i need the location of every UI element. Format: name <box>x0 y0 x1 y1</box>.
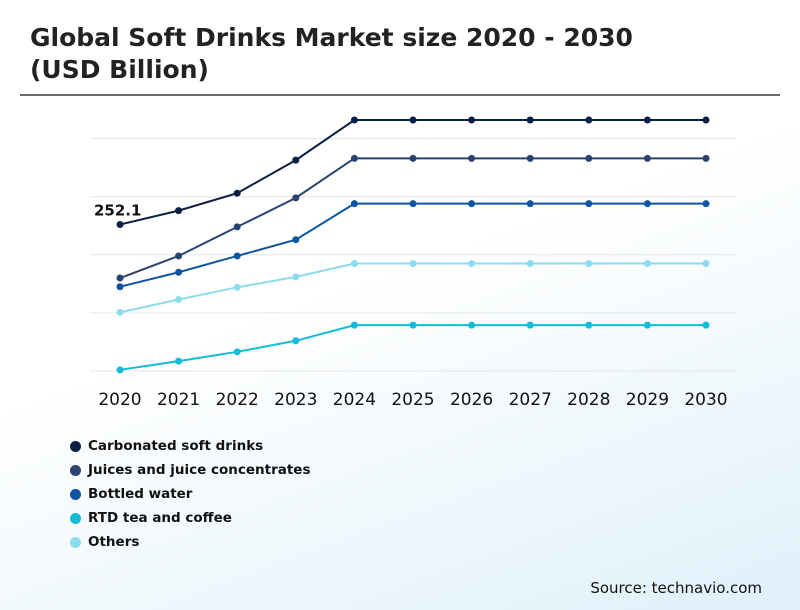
series-line <box>119 119 706 226</box>
line-chart: 252.1 2020 2021 2022 2023 2024 2025 2026 2027 20… <box>90 116 736 410</box>
data-point <box>175 296 183 304</box>
data-point <box>350 116 358 124</box>
legend-label: Others <box>88 534 140 550</box>
x-tick-label: 2024 <box>333 390 376 410</box>
data-point <box>116 283 124 291</box>
legend-item-others: Others <box>70 530 311 554</box>
legend: Carbonated soft drinks Juices and juice c… <box>70 434 311 554</box>
data-point <box>233 348 241 356</box>
series-line <box>119 324 706 371</box>
data-point <box>409 321 417 329</box>
data-point <box>643 154 651 162</box>
data-point <box>585 154 593 162</box>
series-line <box>119 262 706 314</box>
legend-item-carbonated-soft-drinks: Carbonated soft drinks <box>70 434 311 458</box>
data-point <box>116 308 124 316</box>
data-point <box>233 223 241 231</box>
legend-label: RTD tea and coffee <box>88 510 232 526</box>
data-point <box>643 260 651 268</box>
data-point <box>233 252 241 260</box>
data-point <box>350 200 358 208</box>
x-tick-label: 2029 <box>626 390 669 410</box>
data-point <box>468 321 476 329</box>
source-note: Source: technavio.com <box>590 579 762 597</box>
data-point <box>409 116 417 124</box>
data-point <box>526 260 534 268</box>
series-line <box>119 202 706 288</box>
x-tick-label: 2021 <box>157 390 200 410</box>
series-carbonated-soft-drinks <box>116 116 710 229</box>
data-label: 252.1 <box>94 202 141 220</box>
legend-label: Bottled water <box>88 486 193 502</box>
data-point <box>702 260 710 268</box>
data-point <box>643 200 651 208</box>
data-point <box>643 321 651 329</box>
legend-marker-icon <box>70 464 81 476</box>
legend-item-bottled-water: Bottled water <box>70 482 311 506</box>
x-tick-label: 2022 <box>216 390 259 410</box>
data-point <box>468 154 476 162</box>
data-point <box>175 357 183 365</box>
x-tick-label: 2028 <box>567 390 610 410</box>
data-point <box>468 200 476 208</box>
data-point <box>526 200 534 208</box>
series-rtd-tea-and-coffee <box>116 321 710 374</box>
data-point <box>409 260 417 268</box>
data-point <box>585 116 593 124</box>
legend-marker-icon <box>70 440 81 452</box>
gridlines <box>90 138 736 372</box>
data-point <box>702 154 710 162</box>
data-point <box>233 189 241 197</box>
data-point <box>702 116 710 124</box>
title-divider <box>20 94 780 96</box>
x-axis-labels: 2020 2021 2022 2023 2024 2025 2026 2027 2028 2029… <box>98 390 727 410</box>
data-point <box>585 200 593 208</box>
data-point <box>585 260 593 268</box>
data-point <box>116 274 124 282</box>
data-point <box>702 200 710 208</box>
data-point <box>526 154 534 162</box>
data-point <box>116 366 124 374</box>
data-point <box>292 236 300 244</box>
data-point <box>292 156 300 164</box>
data-point <box>116 221 124 229</box>
data-point <box>292 337 300 345</box>
legend-item-juices-and-juice-concentrates: Juices and juice concentrates <box>70 458 311 482</box>
legend-item-rtd-tea-and-coffee: RTD tea and coffee <box>70 506 311 530</box>
data-point <box>468 260 476 268</box>
x-tick-label: 2023 <box>274 390 317 410</box>
data-point <box>526 321 534 329</box>
data-point <box>175 207 183 215</box>
data-point <box>409 200 417 208</box>
legend-label: Juices and juice concentrates <box>88 462 311 478</box>
data-point <box>350 321 358 329</box>
series-lines: 252.1 <box>93 116 710 374</box>
data-point <box>350 260 358 268</box>
data-point <box>702 321 710 329</box>
x-tick-label: 2025 <box>391 390 434 410</box>
series-juices-and-juice-concentrates <box>116 154 710 282</box>
data-point <box>643 116 651 124</box>
chart-title: Global Soft Drinks Market size 2020 - 20… <box>30 23 633 84</box>
data-point <box>526 116 534 124</box>
data-point <box>292 273 300 281</box>
x-tick-label: 2027 <box>509 390 552 410</box>
legend-label: Carbonated soft drinks <box>88 438 264 454</box>
data-point <box>175 252 183 260</box>
data-point <box>350 154 358 162</box>
series-bottled-water <box>116 200 710 291</box>
x-tick-label: 2030 <box>684 390 727 410</box>
data-point <box>292 194 300 202</box>
series-others <box>116 260 710 316</box>
data-point <box>409 154 417 162</box>
legend-marker-icon <box>70 536 81 548</box>
data-point <box>585 321 593 329</box>
data-point <box>468 116 476 124</box>
legend-marker-icon <box>70 512 81 524</box>
x-tick-label: 2020 <box>98 390 141 410</box>
data-point <box>233 283 241 291</box>
legend-marker-icon <box>70 488 81 500</box>
x-tick-label: 2026 <box>450 390 493 410</box>
data-point <box>175 268 183 276</box>
